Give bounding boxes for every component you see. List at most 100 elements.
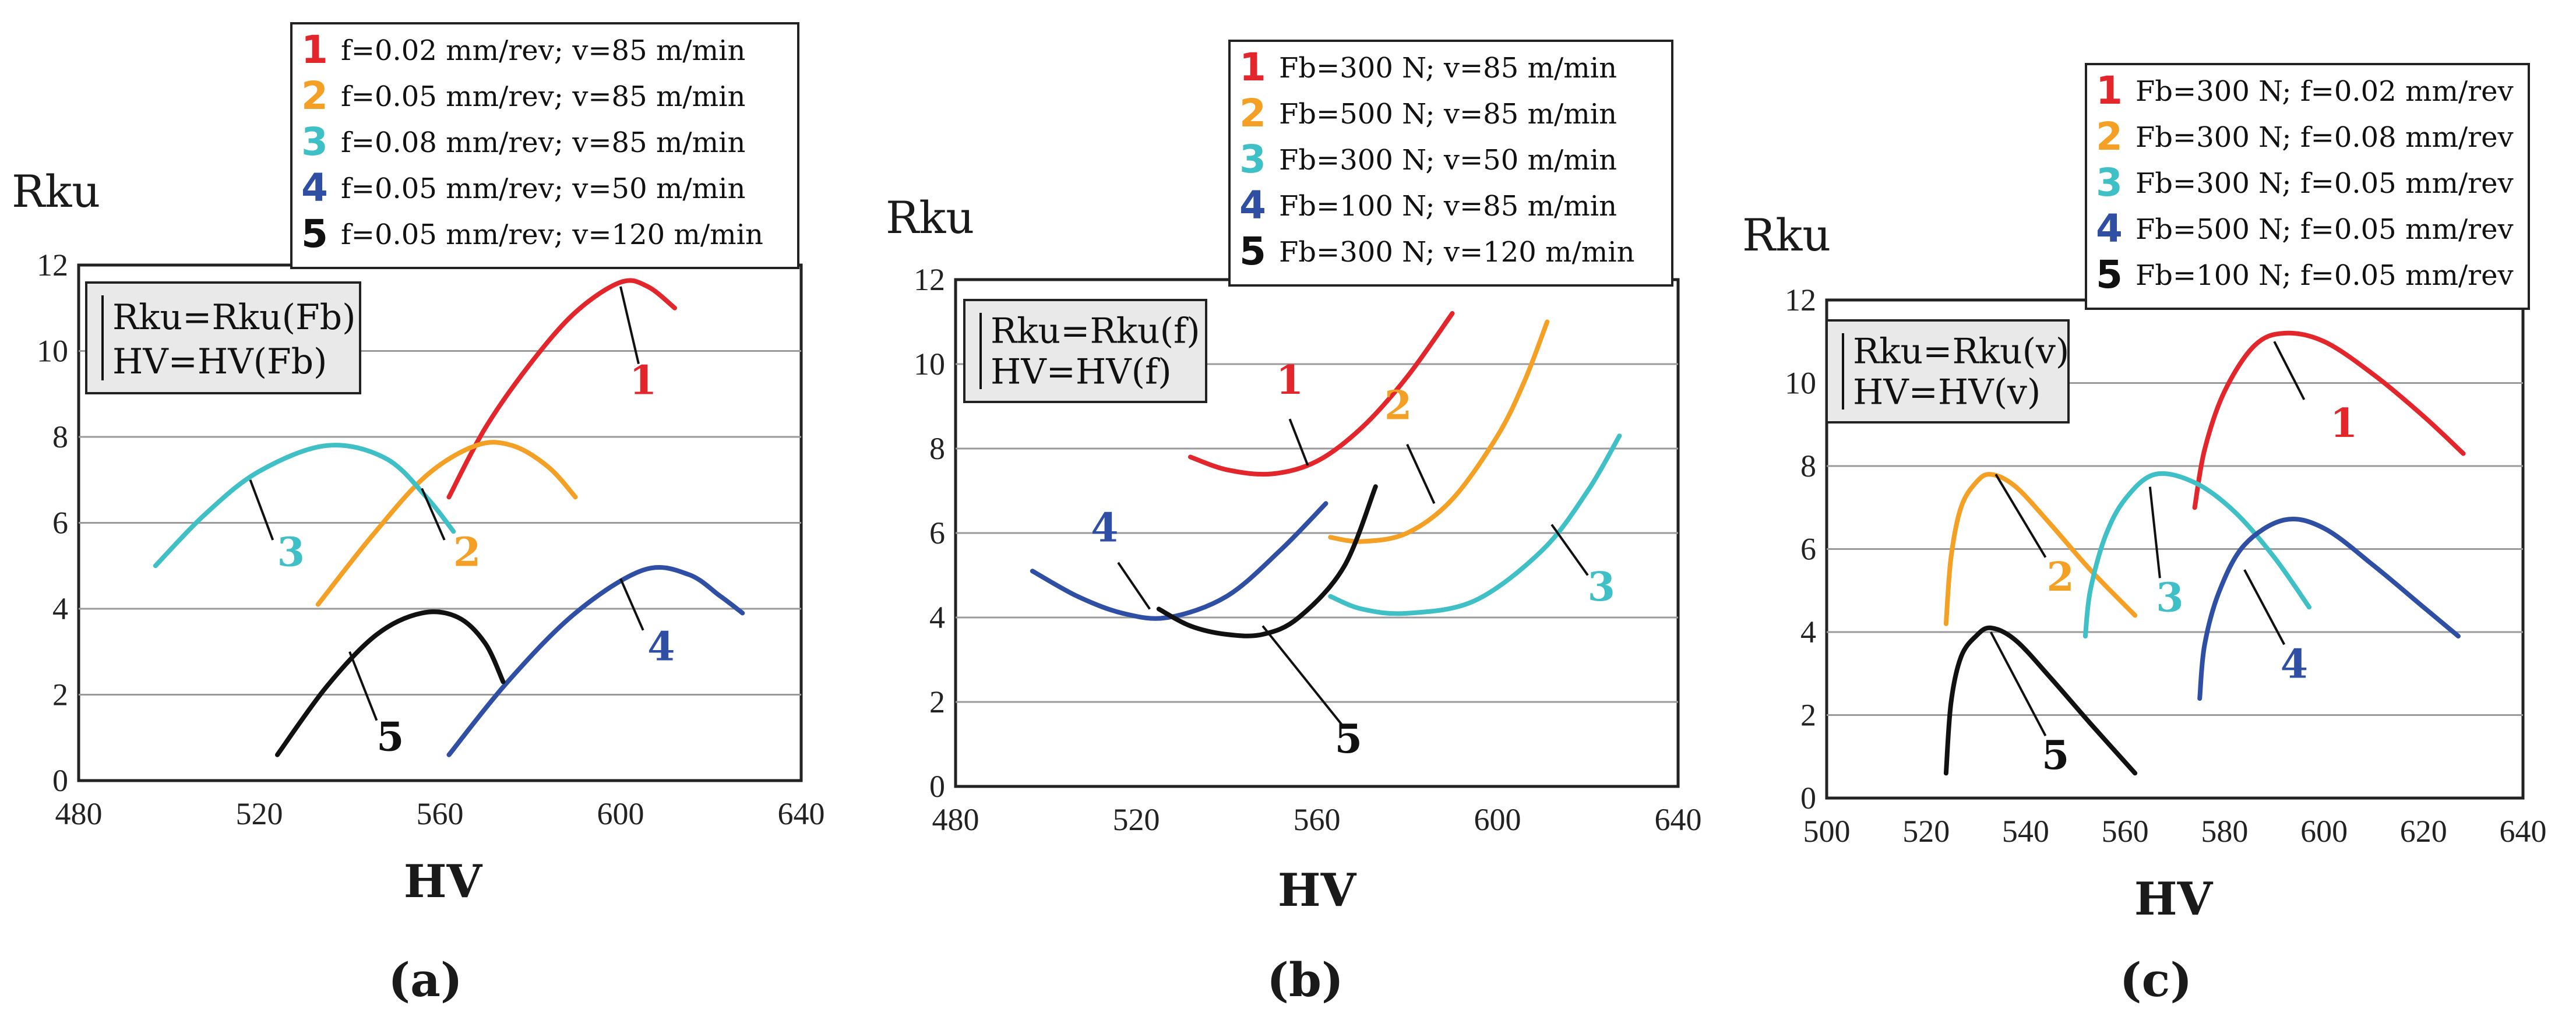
y-tick-label: 4 [52,591,68,626]
leader-line [619,578,644,631]
leader-line [1117,562,1151,610]
x-tick-label: 480 [932,802,979,837]
x-tick-label: 480 [55,796,103,831]
legend-number-5: 5 [2096,252,2123,297]
panel-label: (b) [1267,952,1344,1007]
y-tick-label: 2 [1800,698,1816,733]
leader-line [1994,474,2047,558]
y-tick-label: 6 [929,516,945,550]
legend-number-4: 4 [2096,206,2123,251]
legend-number-5: 5 [301,211,328,256]
series-line-5 [1156,484,1378,638]
x-tick-label: 640 [1655,802,1702,837]
legend [1228,40,1673,287]
x-tick-label: 640 [778,796,825,831]
leader-line [1550,524,1589,576]
series-line-3 [1328,433,1622,616]
y-tick-label: 10 [37,334,68,369]
x-tick-label: 560 [417,796,464,831]
y-tick-label: 8 [52,419,68,454]
legend-number-1: 1 [301,27,328,72]
curve-label-3: 3 [1588,564,1615,610]
y-tick-label: 0 [52,763,68,798]
y-tick-label: 2 [929,684,945,719]
legend-number-1: 1 [2096,68,2123,113]
curve-label-3: 3 [2156,574,2183,621]
legend-number-5: 5 [1239,229,1266,274]
x-tick-label: 500 [1803,814,1851,849]
leader-line [249,479,274,541]
legend-label-2: f=0.05 mm/rev; v=85 m/min [341,80,745,113]
leader-line [2243,569,2286,645]
series-line-2 [1328,319,1550,544]
x-tick-label: 520 [1113,802,1160,837]
y-tick-label: 12 [37,248,68,283]
legend [290,22,799,269]
x-tick-label: 620 [2400,814,2447,849]
legend-label-5: f=0.05 mm/rev; v=120 m/min [341,218,763,251]
legend-label-1: Fb=300 N; v=85 m/min [1279,52,1617,84]
curve-label-5: 5 [1335,716,1362,763]
legend-number-2: 2 [2096,114,2123,159]
leader-line [2273,341,2306,400]
legend-label-5: Fb=300 N; v=120 m/min [1279,236,1635,269]
leader-line [348,651,378,721]
y-tick-label: 0 [1800,781,1816,816]
legend-label-2: Fb=300 N; f=0.08 mm/rev [2135,121,2514,154]
y-tick-label: 4 [1800,615,1816,650]
x-tick-label: 560 [1294,802,1341,837]
curve-label-4: 4 [647,624,675,670]
series-line-5 [275,609,506,757]
x-axis-title: HV [404,855,483,908]
curve-label-2: 2 [1384,382,1412,429]
series-line-2 [315,440,578,607]
curve-label-4: 4 [1091,505,1118,552]
y-tick-label: 2 [52,677,68,712]
y-tick-label: 12 [1785,283,1816,317]
y-tick-label: 6 [1800,532,1816,567]
x-tick-label: 540 [2002,814,2049,849]
legend-number-2: 2 [301,73,328,118]
legend-label-4: f=0.05 mm/rev; v=50 m/min [341,172,745,205]
curve-label-1: 1 [1276,357,1303,404]
curve-label-1: 1 [2330,400,2357,447]
formula-box [85,281,361,394]
y-axis-title: Rku [12,165,100,217]
panel-label: (a) [388,952,463,1007]
panel-label: (c) [2120,952,2192,1007]
x-tick-label: 560 [2102,814,2149,849]
series-line-4 [446,564,745,757]
x-axis-title: HV [2134,873,2214,926]
formula-box [1826,319,2070,423]
legend-label-3: Fb=300 N; v=50 m/min [1279,144,1617,177]
legend-label-4: Fb=500 N; f=0.05 mm/rev [2135,213,2514,246]
y-axis-title: Rku [1742,209,1831,261]
series-line-1 [1188,311,1455,477]
leader-line [1989,631,2047,737]
y-tick-label: 10 [1785,366,1816,401]
y-tick-label: 10 [914,347,945,382]
legend-label-1: f=0.02 mm/rev; v=85 m/min [341,34,745,67]
legend-number-4: 4 [1239,183,1266,228]
curve-label-4: 4 [2281,641,2308,687]
x-tick-label: 600 [597,796,644,831]
series-line-5 [1943,625,2138,776]
curve-label-2: 2 [2047,554,2074,601]
leader-line [421,488,446,541]
leader-line [1406,443,1436,504]
x-tick-label: 600 [1474,802,1521,837]
legend-number-1: 1 [1239,45,1266,90]
formula-line-2: HV=HV(v) [1853,372,2041,413]
legend-number-3: 3 [2096,160,2123,205]
x-tick-label: 520 [236,796,283,831]
leader-line [1261,625,1345,728]
formula-line-1: Rku=Rku(v) [1853,331,2069,372]
x-tick-label: 520 [1902,814,1950,849]
legend-label-5: Fb=100 N; f=0.05 mm/rev [2135,259,2514,292]
series-line-2 [1943,472,2138,626]
y-axis-title: Rku [886,192,974,243]
formula-line-1: Rku=Rku(f) [991,311,1200,352]
